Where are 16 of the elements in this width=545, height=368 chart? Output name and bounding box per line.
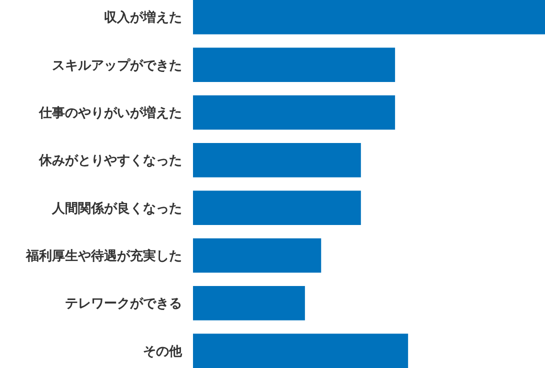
bar — [193, 48, 396, 82]
y-tick-label: テレワークができる — [65, 296, 182, 312]
bar — [193, 0, 545, 34]
y-tick-label: 仕事のやりがいが増えた — [38, 105, 182, 122]
y-tick-label: 休みがとりやすくなった — [38, 154, 182, 169]
y-tick-label: スキルアップができた — [52, 57, 182, 74]
bar — [193, 286, 305, 320]
bar — [193, 95, 396, 130]
bar — [193, 190, 361, 225]
y-tick-label: その他 — [143, 344, 183, 360]
bar — [193, 143, 361, 178]
y-tick-label: 福利厚生や待遇が充実した — [25, 248, 182, 264]
y-tick-label: 人間関係が良くなった — [51, 200, 182, 216]
y-tick-label: 収入が増えた — [104, 10, 182, 26]
bar — [193, 334, 408, 368]
bar — [193, 238, 322, 273]
